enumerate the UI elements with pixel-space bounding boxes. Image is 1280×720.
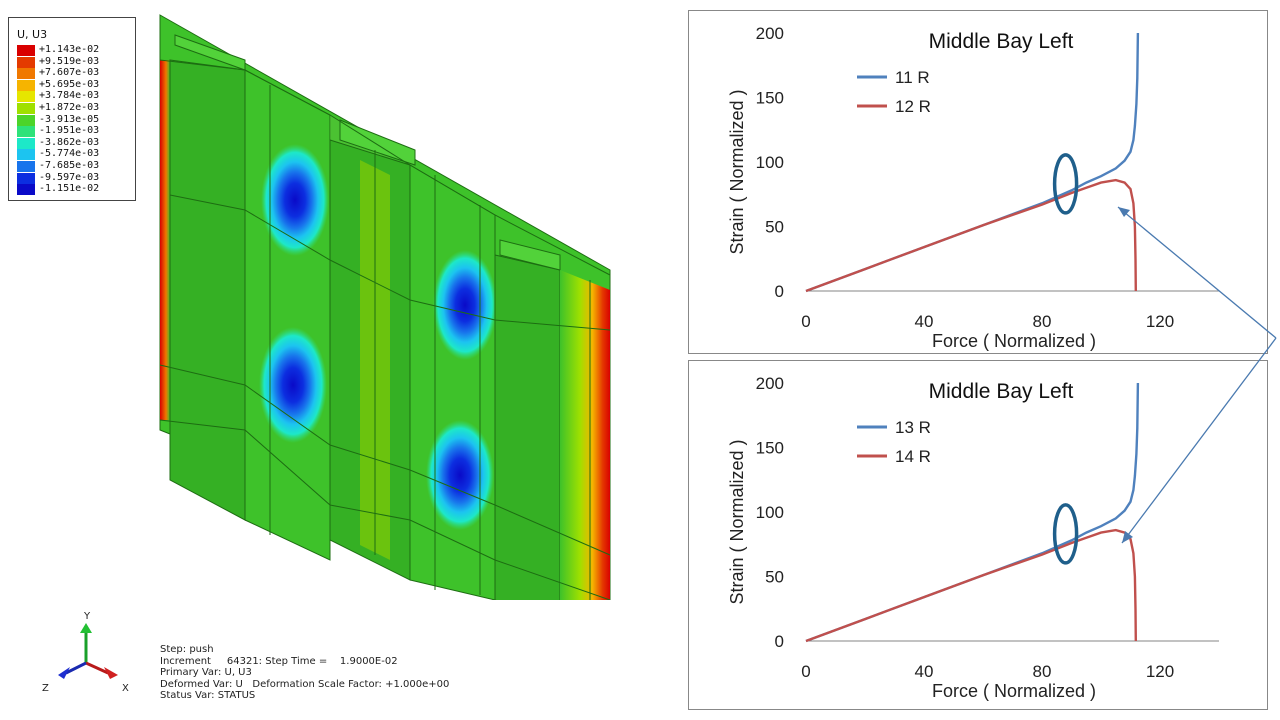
legend-entry: +7.607e-03 [17,67,132,80]
legend-series-label: 12 R [895,97,931,116]
legend-label: -3.862e-03 [39,136,100,148]
legend-entry: -9.597e-03 [17,171,132,184]
legend-entry: -3.913e-05 [17,113,132,126]
axis-z-label: Z [42,683,49,694]
legend-entry: -1.951e-03 [17,125,132,138]
legend-entry: +3.784e-03 [17,90,132,103]
legend-label: -9.597e-03 [39,171,100,183]
step-info-line: Step: push [160,644,214,655]
chart-title: Middle Bay Left [929,30,1074,53]
legend-series-label: 13 R [895,418,931,437]
y-tick-label: 200 [756,374,784,393]
contour-legend: U, U3 +1.143e-02 +9.519e-03 +7.607e-03 +5.6… [8,17,136,201]
legend-series-label: 14 R [895,447,931,466]
legend-entry: +1.143e-02 [17,44,132,56]
legend-entry: -1.151e-02 [17,183,132,196]
chart-top: 0 50 100 150 200 0 40 80 120 Middle Bay Left Force… [727,24,1219,351]
y-tick-label: 100 [756,153,784,172]
legend-entry: +5.695e-03 [17,78,132,91]
step-info-line: Increment 64321: Step Time = 1.9000E-02 [160,655,398,667]
chart-title: Middle Bay Left [929,380,1074,403]
x-tick-label: 120 [1146,312,1174,331]
legend-swatch [17,103,35,114]
legend-swatch [17,126,35,138]
y-tick-label: 100 [756,503,784,522]
y-tick-label: 0 [775,282,784,301]
y-tick-label: 50 [765,568,784,587]
step-info-line: Primary Var: U, U3 [160,667,252,678]
axis-y-label: Y [83,611,91,622]
legend-swatch [17,137,35,149]
legend-label: -7.685e-03 [39,160,100,171]
x-tick-label: 40 [915,662,934,681]
legend-swatch [17,114,35,126]
y-tick-label: 150 [756,439,784,458]
legend-label: +1.872e-03 [39,102,100,113]
y-tick-label: 50 [765,218,784,237]
x-tick-label: 0 [801,662,810,681]
x-tick-label: 0 [801,312,810,331]
highlight-ellipse [1052,153,1079,215]
legend-label: -5.774e-03 [39,148,100,160]
legend-label: +9.519e-03 [39,55,100,67]
legend-swatch [17,149,35,161]
x-tick-label: 80 [1033,662,1052,681]
axes-triad: Y X Z [42,611,129,694]
legend-swatch [17,45,35,56]
legend-label: +1.143e-02 [39,44,100,55]
y-tick-label: 200 [756,24,784,43]
y-tick-label: 150 [756,89,784,108]
legend-entry: -7.685e-03 [17,160,132,172]
legend-series-label: 11 R [895,68,930,87]
legend-label: +3.784e-03 [39,90,100,102]
legend-swatch [17,184,35,196]
chart-bottom: 0 50 100 150 200 0 40 80 120 Middle Bay Left Force… [727,374,1219,701]
x-tick-label: 80 [1033,312,1052,331]
y-axis-label: Strain ( Normalized ) [727,439,747,604]
legend-label: -1.151e-02 [39,183,100,195]
legend-title: U, U3 [17,28,48,41]
legend-swatch [17,68,35,80]
series-line-11-r [805,32,1140,293]
series-line-12-r [805,178,1137,293]
step-info: Step: push Increment 64321: Step Time = 1… [160,644,449,702]
legend-swatch [17,91,35,103]
x-tick-label: 120 [1146,662,1174,681]
step-info-line: Deformed Var: U Deformation Scale Factor… [160,678,450,690]
chart-panel-top: 0 50 100 150 200 0 40 80 120 Middle Bay Left Force… [688,10,1268,354]
x-axis-label: Force ( Normalized ) [932,681,1096,701]
legend-entry: -5.774e-03 [17,148,132,161]
fe-model-contour-plot [159,14,611,600]
series-line-13-r [805,382,1140,643]
legend-swatch [17,161,35,172]
legend-label: -1.951e-03 [39,125,100,137]
y-tick-label: 0 [775,632,784,651]
x-axis-label: Force ( Normalized ) [932,331,1096,351]
axis-x-label: X [122,683,129,694]
series-line-14-r [805,528,1137,643]
y-axis-label: Strain ( Normalized ) [727,89,747,254]
chart-panel-bottom: 0 50 100 150 200 0 40 80 120 Middle Bay Left Force… [688,360,1268,710]
highlight-ellipse [1052,503,1079,565]
step-info-line: Status Var: STATUS [160,690,256,701]
legend-entry: +1.872e-03 [17,102,132,114]
legend-swatch [17,56,35,68]
legend-entry: +9.519e-03 [17,55,132,68]
legend-label: -3.913e-05 [39,113,100,125]
legend-label: +7.607e-03 [39,67,100,79]
legend-swatch [17,79,35,91]
legend-swatch [17,172,35,184]
legend-entry: -3.862e-03 [17,136,132,149]
legend-label: +5.695e-03 [39,78,100,90]
x-tick-label: 40 [915,312,934,331]
